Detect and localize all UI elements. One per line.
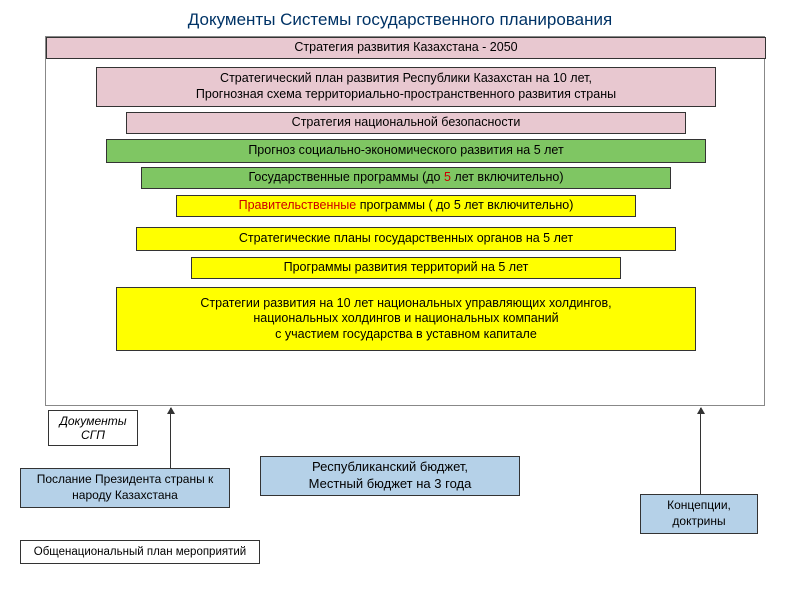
arrow-0 xyxy=(170,408,171,468)
hierarchy-bar-2: Стратегия национальной безопасности xyxy=(126,112,686,134)
docs-sgp-label: ДокументыСГП xyxy=(48,410,138,446)
hierarchy-bar-6: Стратегические планы государственных орг… xyxy=(136,227,676,251)
president-message-box: Послание Президента страны кнароду Казах… xyxy=(20,468,230,508)
concepts-box: Концепции,доктрины xyxy=(640,494,758,534)
hierarchy-bar-1: Стратегический план развития Республики … xyxy=(96,67,716,107)
arrow-1 xyxy=(700,408,701,494)
hierarchy-bar-7: Программы развития территорий на 5 лет xyxy=(191,257,621,279)
hierarchy-bar-0: Стратегия развития Казахстана - 2050 xyxy=(46,37,766,59)
budget-box: Республиканский бюджет,Местный бюджет на… xyxy=(260,456,520,496)
hierarchy-bar-4: Государственные программы (до 5 лет вклю… xyxy=(141,167,671,189)
hierarchy-bar-5: Правительственные программы ( до 5 лет в… xyxy=(176,195,636,217)
hierarchy-frame: Стратегия развития Казахстана - 2050 Стра… xyxy=(45,36,765,406)
national-plan-box: Общенациональный план мероприятий xyxy=(20,540,260,564)
page-title: Документы Системы государственного плани… xyxy=(0,0,800,36)
hierarchy-bar-3: Прогноз социально-экономического развити… xyxy=(106,139,706,163)
hierarchy-bar-8: Стратегии развития на 10 лет национальны… xyxy=(116,287,696,351)
